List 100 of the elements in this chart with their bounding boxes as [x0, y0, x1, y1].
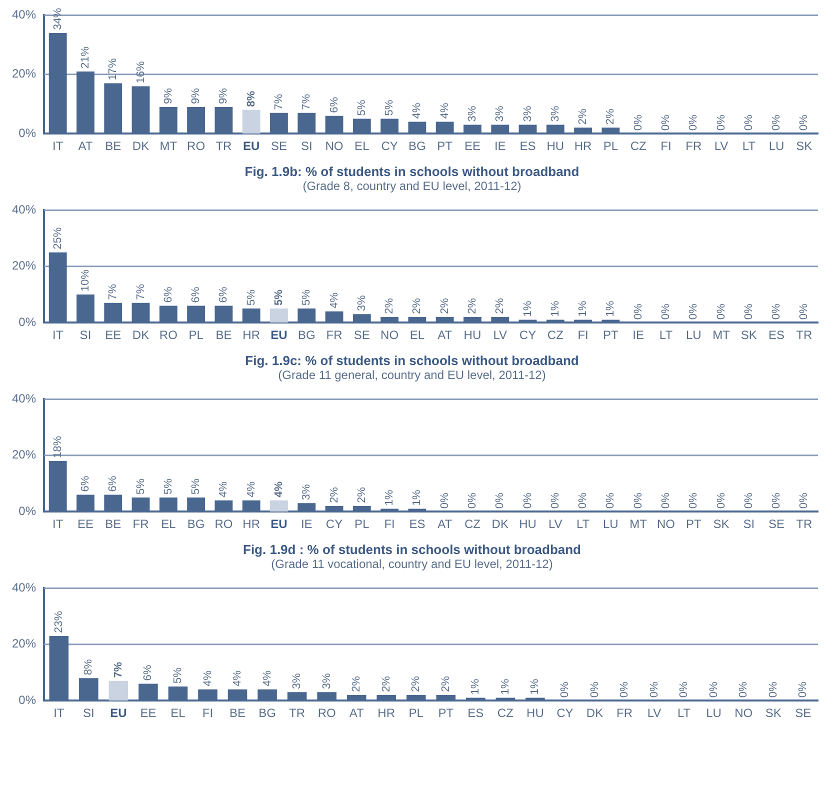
- x-tick-label: LT: [659, 328, 674, 342]
- bar: [270, 500, 288, 512]
- data-label: 0%: [742, 303, 755, 320]
- x-tick-label: SE: [795, 706, 812, 720]
- data-label: 25%: [52, 227, 64, 250]
- x-tick-label: PL: [408, 706, 424, 720]
- x-tick-label: IT: [52, 517, 64, 532]
- x-tick-label: TR: [289, 706, 306, 720]
- chart-title: Fig. 1.9d : % of students in schools without broadband: [242, 542, 582, 557]
- x-tick-label: EU: [270, 328, 288, 342]
- data-label: 1%: [522, 300, 534, 317]
- data-label: 0%: [549, 492, 562, 509]
- data-label: 7%: [134, 284, 147, 300]
- x-tick-label: HR: [378, 706, 396, 720]
- x-tick-label: CZ: [497, 706, 514, 720]
- x-tick-label: ES: [768, 328, 785, 342]
- data-label: 0%: [767, 681, 780, 698]
- data-label: 0%: [738, 681, 750, 698]
- data-label: 8%: [245, 90, 258, 107]
- x-tick-label: LV: [548, 517, 562, 532]
- x-tick-label: CZ: [464, 517, 480, 532]
- chart-subtitle: (Grade 11 general, country and EU level, 2011-12): [277, 368, 547, 382]
- data-label: 2%: [577, 108, 590, 125]
- data-label: 0%: [632, 114, 644, 131]
- data-label: 0%: [648, 681, 660, 698]
- data-label: 0%: [494, 492, 506, 509]
- data-label: 0%: [618, 681, 631, 698]
- x-tick-label: BG: [408, 139, 426, 154]
- x-tick-label: IT: [52, 328, 64, 342]
- data-label: 4%: [218, 481, 230, 498]
- data-label: 6%: [162, 286, 174, 303]
- data-label: 0%: [798, 114, 810, 131]
- x-tick-label: CZ: [547, 328, 564, 342]
- x-tick-label: EL: [170, 706, 186, 720]
- x-tick-label: FI: [660, 139, 672, 154]
- x-tick-label: FI: [384, 517, 395, 532]
- x-tick-label: ES: [409, 517, 426, 532]
- x-tick-label: SE: [270, 139, 287, 154]
- x-tick-label: DK: [586, 706, 604, 720]
- x-tick-label: EE: [77, 517, 94, 532]
- x-tick-label: RO: [318, 706, 336, 720]
- data-label: 8%: [82, 659, 95, 676]
- x-tick-label: PL: [188, 328, 204, 342]
- x-tick-label: NO: [734, 706, 753, 720]
- data-label: 34%: [52, 8, 64, 30]
- x-tick-label: TR: [216, 139, 232, 154]
- x-tick-label: NO: [656, 517, 675, 532]
- x-tick-label: CZ: [630, 139, 646, 154]
- x-tick-label: EE: [140, 706, 156, 720]
- data-label: 2%: [410, 676, 422, 692]
- x-tick-label: LU: [603, 517, 618, 532]
- x-tick-label: IT: [52, 139, 64, 154]
- data-label: 4%: [245, 481, 258, 498]
- chart-subtitle: (Grade 8, country and EU level, 2011-12): [302, 179, 522, 193]
- x-tick-label: SE: [768, 517, 785, 532]
- x-tick-label: PL: [354, 517, 370, 532]
- x-tick-label: CY: [381, 139, 398, 154]
- data-label: 5%: [162, 478, 174, 495]
- data-label: 2%: [350, 676, 363, 692]
- data-label: 6%: [80, 476, 92, 492]
- x-tick-label: DK: [132, 328, 150, 342]
- chart-title: Fig. 1.9c: % of students in schools without broadband: [244, 353, 580, 368]
- data-label: 0%: [604, 492, 617, 509]
- data-label: 0%: [660, 492, 672, 509]
- data-label: 7%: [273, 94, 286, 110]
- data-label: 0%: [466, 492, 479, 509]
- data-label: 2%: [604, 108, 617, 125]
- x-tick-label: FI: [202, 706, 214, 720]
- data-label: 1%: [384, 490, 396, 506]
- data-label: 0%: [577, 492, 590, 509]
- data-label: 1%: [604, 300, 617, 317]
- data-label: 7%: [107, 284, 120, 300]
- data-label: 21%: [80, 46, 92, 68]
- x-tick-label: CY: [326, 517, 343, 532]
- data-label: 0%: [678, 681, 690, 698]
- data-label: 6%: [107, 476, 120, 492]
- x-tick-label: SK: [765, 706, 782, 720]
- x-tick-label: AT: [349, 706, 364, 720]
- data-label: 4%: [273, 481, 286, 498]
- x-tick-label: LV: [493, 328, 508, 342]
- data-label: 2%: [328, 486, 340, 503]
- y-tick-label: 20%: [12, 448, 36, 462]
- data-label: 4%: [411, 102, 424, 119]
- x-tick-label: FR: [686, 139, 702, 154]
- x-tick-label: CY: [556, 706, 574, 720]
- data-label: 7%: [300, 94, 313, 110]
- data-label: 3%: [466, 106, 479, 122]
- data-label: 0%: [798, 492, 810, 509]
- x-tick-label: CY: [519, 328, 536, 342]
- data-label: 0%: [559, 681, 571, 698]
- x-tick-label: SK: [740, 328, 757, 342]
- x-tick-label: HU: [519, 517, 536, 532]
- data-label: 16%: [134, 61, 147, 84]
- data-label: 3%: [320, 673, 333, 690]
- x-tick-label: EU: [243, 139, 260, 154]
- data-label: 0%: [688, 303, 700, 320]
- x-tick-label: PT: [603, 328, 620, 342]
- data-label: 17%: [107, 58, 120, 80]
- data-label: 0%: [438, 492, 451, 509]
- data-label: 2%: [466, 298, 479, 314]
